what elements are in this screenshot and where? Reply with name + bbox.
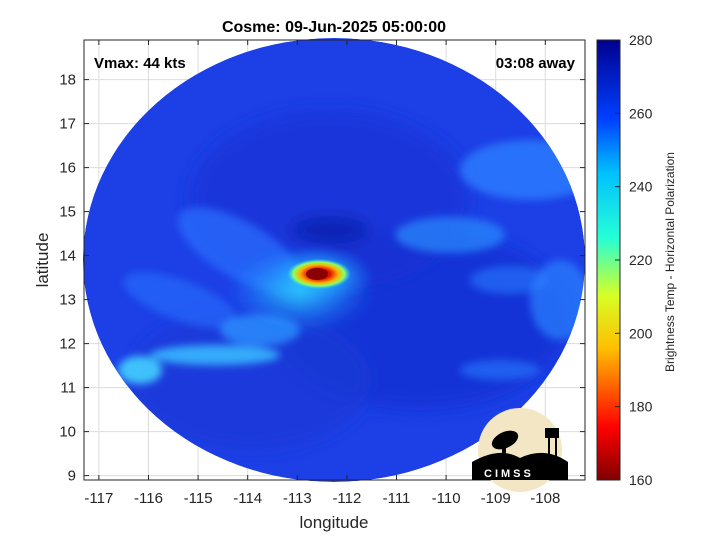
x-tick-label: -116 [134, 490, 163, 507]
y-tick-label: 15 [59, 204, 76, 221]
x-tick-label: -108 [530, 490, 560, 507]
y-tick-labels: 9 10 11 12 13 14 15 16 17 18 [59, 72, 76, 485]
x-tick-label: -117 [84, 490, 113, 507]
colorbar-tick-label: 280 [629, 32, 653, 48]
y-tick-label: 10 [59, 424, 76, 441]
colorbar-label: Brightness Temp - Horizontal Polarizatio… [663, 152, 677, 372]
cimss-logo: CIMSS [472, 408, 568, 492]
plot-frame [83, 39, 586, 481]
x-tick-label: -110 [432, 490, 461, 507]
x-tick-label: -113 [283, 490, 312, 507]
colorbar-tick-label: 240 [629, 179, 653, 195]
colorbar-tick-label: 180 [629, 399, 653, 415]
eta-label: 03:08 away [496, 55, 576, 72]
colorbar-tick-label: 220 [629, 252, 653, 268]
y-axis-label: latitude [33, 233, 52, 288]
x-tick-label: -111 [383, 490, 411, 507]
x-tick-label: -112 [332, 490, 361, 507]
colorbar-tick-label: 260 [629, 105, 653, 121]
y-tick-label: 14 [59, 248, 76, 265]
x-tick-labels: -117 -116 -115 -114 -113 -112 -111 -110 -109 -108 [84, 490, 560, 507]
y-tick-label: 18 [59, 72, 76, 89]
y-tick-label: 17 [59, 116, 76, 133]
x-tick-label: -109 [481, 490, 511, 507]
chart-title: Cosme: 09-Jun-2025 05:00:00 [222, 19, 446, 36]
x-tick-label: -115 [184, 490, 213, 507]
brightness-temp-swath [83, 38, 585, 482]
y-tick-label: 11 [60, 380, 76, 397]
y-tick-label: 9 [68, 468, 76, 485]
x-axis-label: longitude [299, 513, 368, 532]
colorbar: 160 180 200 220 240 260 280 Brightness Temp - … [596, 32, 677, 488]
y-tick-label: 12 [59, 336, 76, 353]
cimss-logo-text: CIMSS [484, 468, 534, 480]
y-tick-label: 13 [59, 292, 76, 309]
colorbar-tick-label: 200 [629, 325, 653, 341]
vmax-label: Vmax: 44 kts [94, 55, 186, 72]
x-tick-label: -114 [233, 490, 262, 507]
y-tick-label: 16 [59, 160, 76, 177]
tick-marks [84, 40, 585, 480]
colorbar-tick-label: 160 [629, 472, 653, 488]
colorbar-ticks: 160 180 200 220 240 260 280 [615, 32, 653, 488]
